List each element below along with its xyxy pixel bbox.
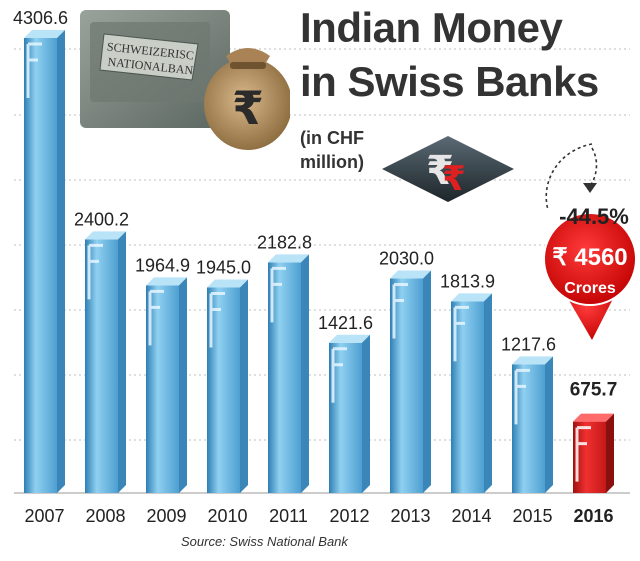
money-bag-icon: ₹ <box>204 48 292 150</box>
bar-2013 <box>390 270 431 493</box>
bar-side <box>179 277 187 493</box>
bar-side <box>301 254 309 493</box>
x-tick-2012: 2012 <box>329 506 369 526</box>
x-tick-2014: 2014 <box>451 506 491 526</box>
bar-2016 <box>573 413 614 493</box>
title-line-2: in Swiss Banks <box>300 58 599 105</box>
value-label-2013: 2030.0 <box>379 249 434 269</box>
bar-franc-mark <box>514 368 530 425</box>
callout-arrow <box>545 143 593 211</box>
bar-top <box>85 231 126 240</box>
x-tick-2007: 2007 <box>24 506 64 526</box>
bar-2007 <box>24 30 65 493</box>
bar-franc-mark <box>453 305 469 362</box>
value-label-2012: 1421.6 <box>318 313 373 333</box>
value-label-2007: 4306.6 <box>13 8 68 28</box>
value-label-2016: 675.7 <box>570 380 618 401</box>
x-tick-2009: 2009 <box>146 506 186 526</box>
callout-unit: Crores <box>564 280 616 297</box>
bar-2012 <box>329 334 370 493</box>
bar-side <box>362 334 370 493</box>
bar-top <box>207 279 248 288</box>
bar-side <box>118 231 126 494</box>
unit-label-line-1: (in CHF <box>300 128 364 148</box>
callout-amount: ₹ 4560 <box>552 244 627 271</box>
bar-franc-mark <box>575 426 591 482</box>
rupee-logo-icon: ₹ ₹ <box>382 136 514 202</box>
bar-2014 <box>451 293 492 493</box>
value-label-2014: 1813.9 <box>440 271 495 291</box>
bar-top <box>512 356 553 365</box>
callout: -44.5% ₹ 4560 Crores <box>543 143 637 340</box>
bar-2011 <box>268 254 309 493</box>
bar-front <box>24 38 57 493</box>
bar-franc-mark <box>331 347 347 403</box>
x-tick-2011: 2011 <box>269 506 308 526</box>
swiss-bank-photo: SCHWEIZERISC NATIONALBAN ₹ <box>80 4 292 154</box>
bar-top <box>268 254 309 263</box>
callout-circle <box>543 212 637 306</box>
value-label-2010: 1945.0 <box>196 258 251 278</box>
bar-top <box>451 293 492 302</box>
bar-2008 <box>85 231 126 494</box>
bar-side <box>423 270 431 493</box>
bar-franc-mark <box>392 283 408 339</box>
bar-franc-mark <box>87 243 103 300</box>
callout-change: -44.5% <box>559 204 629 229</box>
x-tick-labels: 2007 2008 2009 2010 2011 2012 2013 2014 2015 2016 <box>24 506 613 526</box>
bar-franc-mark <box>148 289 164 346</box>
x-tick-2015: 2015 <box>512 506 552 526</box>
bar-side <box>57 30 65 493</box>
bar-top <box>146 277 187 286</box>
bar-side <box>606 413 614 493</box>
svg-text:₹: ₹ <box>442 159 466 199</box>
bar-2009 <box>146 277 187 493</box>
callout-arrow-head <box>583 183 597 193</box>
value-labels: 4306.6 2400.2 1964.9 1945.0 2182.8 1421.6 2030… <box>13 8 617 401</box>
bar-top <box>573 413 614 422</box>
bar-top <box>329 334 370 343</box>
bar-franc-mark <box>209 292 225 348</box>
svg-text:₹: ₹ <box>232 81 264 135</box>
source-note: Source: Swiss National Bank <box>181 534 348 549</box>
value-label-2008: 2400.2 <box>74 209 129 229</box>
bar-franc-mark <box>270 266 286 323</box>
bar-2010 <box>207 279 248 493</box>
bar-top <box>24 30 65 38</box>
value-label-2011: 2182.8 <box>257 232 312 252</box>
bar-side <box>484 293 492 493</box>
bar-side <box>545 356 553 493</box>
bar-top <box>390 270 431 279</box>
svg-text:₹: ₹ <box>426 148 454 194</box>
title-line-1: Indian Money <box>300 4 563 51</box>
bar-franc-mark <box>26 42 42 98</box>
unit-label-line-2: million) <box>300 152 364 172</box>
value-label-2009: 1964.9 <box>135 255 190 275</box>
x-tick-2016: 2016 <box>573 506 613 526</box>
bar-2015 <box>512 356 553 493</box>
x-tick-2008: 2008 <box>85 506 125 526</box>
bars <box>24 30 614 494</box>
x-tick-2013: 2013 <box>390 506 430 526</box>
bar-side <box>240 279 248 493</box>
value-label-2015: 1217.6 <box>501 334 556 354</box>
x-tick-2010: 2010 <box>207 506 247 526</box>
